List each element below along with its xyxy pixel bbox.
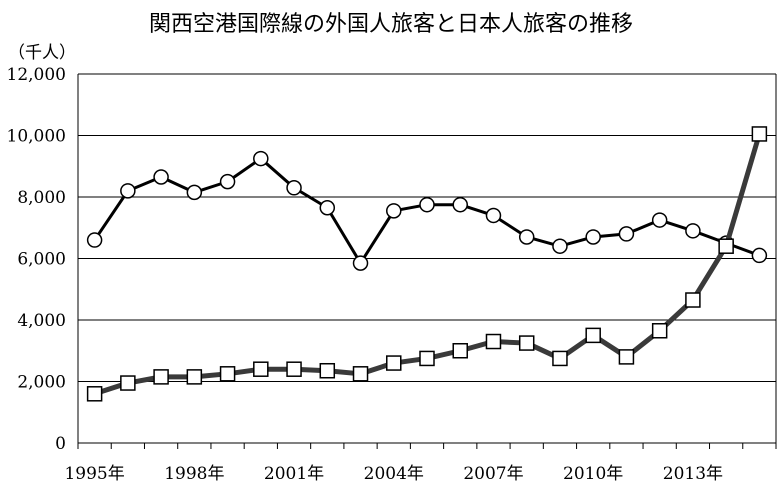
y-tick-label: 8,000 [17,188,66,208]
square-point [685,292,701,308]
square-point [651,323,668,339]
y-tick-label: 2,000 [17,373,66,393]
square-point [585,327,601,344]
square-point [352,366,369,382]
circle-point [552,238,568,254]
circle-point [585,229,601,245]
square-point [219,366,236,382]
square-point [319,362,336,379]
square-point [485,333,502,350]
y-tick-label: 6,000 [17,250,66,270]
circle-point [153,169,169,185]
circle-point [485,207,502,224]
circle-point [651,212,668,228]
y-axis-unit-label: （千人） [8,43,76,63]
circle-point [618,226,635,242]
square-point [419,350,435,367]
circle-point [352,255,369,271]
circle-point [253,150,269,167]
square-point [86,386,103,402]
circle-point [452,196,468,213]
x-tick-label: 1998年 [164,464,224,484]
y-tick-label: 12,000 [7,65,66,85]
square-point [253,361,269,377]
x-tick-label: 2001年 [264,464,324,484]
circle-point [120,183,136,199]
circle-point [386,203,402,219]
square-point [153,369,169,385]
square-point [186,369,203,385]
square-point [718,238,734,254]
circle-point [518,229,535,245]
circle-point [219,173,236,190]
square-point [751,126,768,142]
chart-title: 関西空港国際線の外国人旅客と日本人旅客の推移 [148,12,633,37]
square-point [552,350,568,367]
circle-point [86,232,103,248]
y-tick-label: 4,000 [17,311,66,331]
circle-point [419,196,435,213]
square-point [386,355,402,371]
x-tick-label: 2004年 [364,464,424,484]
circle-point [319,200,336,216]
y-tick-label: 10,000 [7,127,66,147]
x-tick-label: 2010年 [563,464,623,484]
x-tick-label: 2007年 [463,464,523,484]
x-tick-label: 1995年 [64,464,124,484]
circle-point [186,184,203,201]
x-tick-label: 2013年 [663,464,723,484]
circle-point [685,223,701,239]
square-point [120,375,136,391]
square-point [286,361,302,377]
square-point [618,349,635,365]
y-tick-label: 0 [55,434,66,454]
square-point [518,335,535,351]
circle-point [286,180,302,196]
circle-point [751,247,768,264]
square-point [452,343,468,359]
